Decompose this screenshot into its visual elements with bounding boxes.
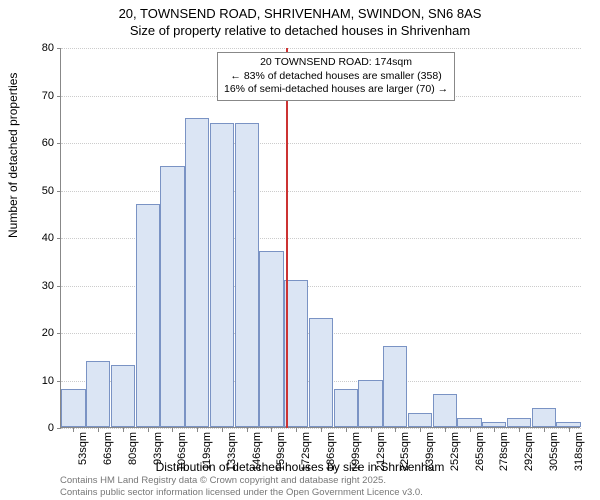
histogram-bar bbox=[482, 422, 506, 427]
histogram-bar bbox=[235, 123, 259, 427]
ytick-label: 70 bbox=[24, 90, 54, 102]
attribution-footer: Contains HM Land Registry data © Crown c… bbox=[60, 475, 423, 498]
xtick-mark bbox=[148, 428, 149, 432]
histogram-bar bbox=[408, 413, 432, 427]
annotation-line-1: 20 TOWNSEND ROAD: 174sqm bbox=[224, 56, 448, 70]
histogram-bar bbox=[532, 408, 556, 427]
histogram-bar bbox=[507, 418, 531, 428]
gridline bbox=[61, 191, 581, 192]
ytick-label: 20 bbox=[24, 327, 54, 339]
xtick-mark bbox=[247, 428, 248, 432]
xtick-mark bbox=[420, 428, 421, 432]
chart-title: 20, TOWNSEND ROAD, SHRIVENHAM, SWINDON, … bbox=[0, 0, 600, 40]
reference-line bbox=[286, 48, 288, 428]
xtick-mark bbox=[470, 428, 471, 432]
y-axis-label: Number of detached properties bbox=[6, 73, 20, 238]
xtick-mark bbox=[73, 428, 74, 432]
ytick-label: 60 bbox=[24, 137, 54, 149]
ytick-mark bbox=[57, 191, 61, 192]
ytick-label: 30 bbox=[24, 280, 54, 292]
xtick-mark bbox=[395, 428, 396, 432]
histogram-bar bbox=[61, 389, 85, 427]
ytick-label: 80 bbox=[24, 42, 54, 54]
annotation-line-2: ← 83% of detached houses are smaller (35… bbox=[224, 70, 448, 84]
ytick-mark bbox=[57, 48, 61, 49]
title-line-1: 20, TOWNSEND ROAD, SHRIVENHAM, SWINDON, … bbox=[0, 6, 600, 23]
histogram-bar bbox=[136, 204, 160, 427]
xtick-mark bbox=[222, 428, 223, 432]
ytick-mark bbox=[57, 428, 61, 429]
title-line-2: Size of property relative to detached ho… bbox=[0, 23, 600, 40]
histogram-bar bbox=[334, 389, 358, 427]
xtick-mark bbox=[445, 428, 446, 432]
histogram-bar bbox=[433, 394, 457, 427]
xtick-mark bbox=[346, 428, 347, 432]
histogram-bar bbox=[160, 166, 184, 427]
histogram-bar bbox=[556, 422, 580, 427]
annotation-line-3: 16% of semi-detached houses are larger (… bbox=[224, 83, 448, 97]
histogram-bar bbox=[185, 118, 209, 427]
xtick-mark bbox=[519, 428, 520, 432]
xtick-mark bbox=[123, 428, 124, 432]
ytick-mark bbox=[57, 381, 61, 382]
xtick-mark bbox=[321, 428, 322, 432]
xtick-mark bbox=[544, 428, 545, 432]
histogram-bar bbox=[284, 280, 308, 427]
ytick-mark bbox=[57, 286, 61, 287]
plot-region: 0102030405060708053sqm66sqm80sqm93sqm106… bbox=[60, 48, 580, 428]
ytick-mark bbox=[57, 333, 61, 334]
x-axis-label: Distribution of detached houses by size … bbox=[0, 460, 600, 474]
ytick-mark bbox=[57, 143, 61, 144]
histogram-bar bbox=[259, 251, 283, 427]
ytick-label: 40 bbox=[24, 232, 54, 244]
xtick-mark bbox=[197, 428, 198, 432]
histogram-bar bbox=[358, 380, 382, 428]
ytick-label: 10 bbox=[24, 375, 54, 387]
xtick-mark bbox=[371, 428, 372, 432]
histogram-bar bbox=[111, 365, 135, 427]
gridline bbox=[61, 48, 581, 49]
annotation-box: 20 TOWNSEND ROAD: 174sqm← 83% of detache… bbox=[217, 52, 455, 101]
ytick-mark bbox=[57, 238, 61, 239]
xtick-mark bbox=[296, 428, 297, 432]
xtick-mark bbox=[172, 428, 173, 432]
xtick-mark bbox=[98, 428, 99, 432]
footer-line-2: Contains public sector information licen… bbox=[60, 487, 423, 498]
histogram-bar bbox=[210, 123, 234, 427]
xtick-mark bbox=[271, 428, 272, 432]
histogram-bar bbox=[86, 361, 110, 428]
chart-area: 0102030405060708053sqm66sqm80sqm93sqm106… bbox=[60, 48, 580, 428]
xtick-mark bbox=[494, 428, 495, 432]
ytick-mark bbox=[57, 96, 61, 97]
ytick-label: 50 bbox=[24, 185, 54, 197]
footer-line-1: Contains HM Land Registry data © Crown c… bbox=[60, 475, 423, 486]
gridline bbox=[61, 143, 581, 144]
xtick-mark bbox=[569, 428, 570, 432]
histogram-bar bbox=[383, 346, 407, 427]
ytick-label: 0 bbox=[24, 422, 54, 434]
histogram-bar bbox=[309, 318, 333, 427]
histogram-bar bbox=[457, 418, 481, 428]
